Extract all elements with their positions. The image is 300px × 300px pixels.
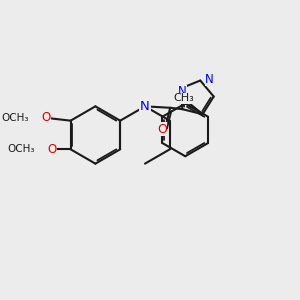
Text: CH₃: CH₃ [173,93,194,103]
Text: O: O [157,123,167,136]
Text: OCH₃: OCH₃ [1,113,28,123]
Text: N: N [178,85,187,98]
Text: O: O [47,143,57,156]
Text: N: N [205,73,214,86]
Text: OCH₃: OCH₃ [8,144,35,154]
Text: O: O [41,111,50,124]
Text: N: N [140,100,150,113]
